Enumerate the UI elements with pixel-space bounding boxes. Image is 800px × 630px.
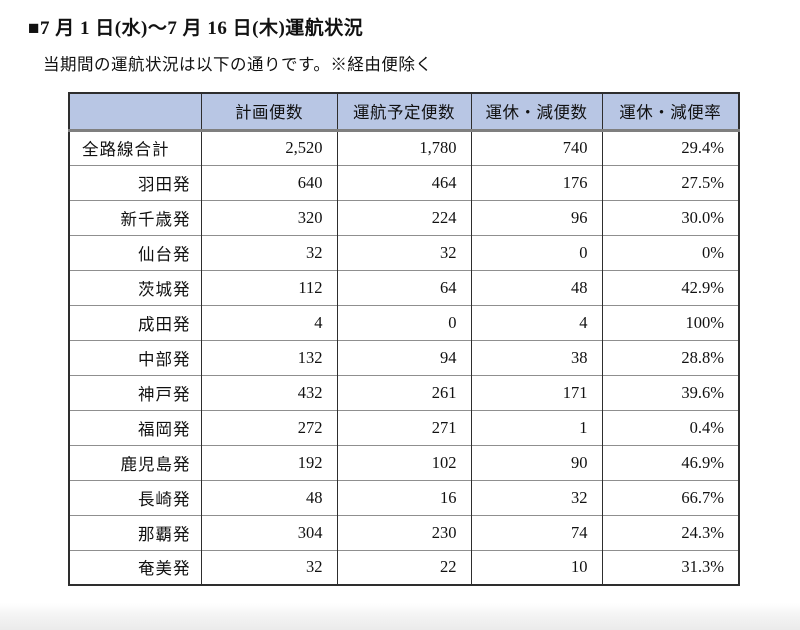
- cancel-rate-cell: 0.4%: [601, 409, 739, 445]
- planned-flights-cell: 48: [200, 479, 337, 515]
- cancel-rate-cell: 46.9%: [601, 444, 739, 480]
- table-row: 新千歳発 320 224 96 30.0%: [69, 199, 739, 235]
- header-cell-planned: 計画便数: [200, 93, 337, 132]
- table-row: 福岡発 272 271 1 0.4%: [69, 409, 739, 445]
- row-label: 中部発: [69, 339, 201, 375]
- table-row: 全路線合計 2,520 1,780 740 29.4%: [69, 130, 739, 165]
- cancelled-flights-cell: 32: [470, 479, 602, 515]
- planned-flights-cell: 320: [200, 199, 337, 235]
- planned-flights-cell: 112: [200, 269, 337, 305]
- cancel-rate-cell: 31.3%: [601, 549, 739, 585]
- cancelled-flights-cell: 176: [470, 164, 602, 200]
- cancel-rate-cell: 39.6%: [601, 374, 739, 410]
- scheduled-flights-cell: 271: [336, 409, 471, 445]
- table-header: 計画便数 運航予定便数 運休・減便数 運休・減便率: [69, 93, 739, 132]
- row-label: 長崎発: [69, 479, 201, 515]
- planned-flights-cell: 32: [200, 549, 337, 585]
- planned-flights-cell: 2,520: [200, 130, 337, 165]
- cancelled-flights-cell: 171: [470, 374, 602, 410]
- planned-flights-cell: 432: [200, 374, 337, 410]
- scheduled-flights-cell: 0: [336, 304, 471, 340]
- scheduled-flights-cell: 32: [336, 234, 471, 270]
- scheduled-flights-cell: 261: [336, 374, 471, 410]
- cancelled-flights-cell: 1: [470, 409, 602, 445]
- scheduled-flights-cell: 102: [336, 444, 471, 480]
- scheduled-flights-cell: 230: [336, 514, 471, 550]
- row-label: 羽田発: [69, 164, 201, 200]
- row-label: 福岡発: [69, 409, 201, 445]
- cancel-rate-cell: 66.7%: [601, 479, 739, 515]
- table-row: 茨城発 112 64 48 42.9%: [69, 269, 739, 305]
- row-label: 仙台発: [69, 234, 201, 270]
- cancelled-flights-cell: 48: [470, 269, 602, 305]
- cancelled-flights-cell: 38: [470, 339, 602, 375]
- section-title: ■7 月 1 日(水)～7 月 16 日(木)運航状況: [28, 18, 364, 39]
- planned-flights-cell: 132: [200, 339, 337, 375]
- header-cell-cancelled: 運休・減便数: [470, 93, 602, 132]
- cancel-rate-cell: 0%: [601, 234, 739, 270]
- scheduled-flights-cell: 1,780: [336, 130, 471, 165]
- row-label: 那覇発: [69, 514, 201, 550]
- row-label: 成田発: [69, 304, 201, 340]
- cancelled-flights-cell: 96: [470, 199, 602, 235]
- table-body: 全路線合計 2,520 1,780 740 29.4% 羽田発 640 464 176 27.5%…: [69, 130, 739, 585]
- cancelled-flights-cell: 4: [470, 304, 602, 340]
- cancelled-flights-cell: 10: [470, 549, 602, 585]
- scheduled-flights-cell: 224: [336, 199, 471, 235]
- flight-status-table: 計画便数 運航予定便数 運休・減便数 運休・減便率 全路線合計 2,520 1,78…: [68, 92, 740, 586]
- table-row: 那覇発 304 230 74 24.3%: [69, 514, 739, 550]
- cancel-rate-cell: 42.9%: [601, 269, 739, 305]
- row-label: 奄美発: [69, 549, 201, 585]
- row-label: 茨城発: [69, 269, 201, 305]
- scheduled-flights-cell: 64: [336, 269, 471, 305]
- table-row: 仙台発 32 32 0 0%: [69, 234, 739, 270]
- scheduled-flights-cell: 464: [336, 164, 471, 200]
- row-label: 神戸発: [69, 374, 201, 410]
- cancel-rate-cell: 28.8%: [601, 339, 739, 375]
- cancel-rate-cell: 24.3%: [601, 514, 739, 550]
- cancelled-flights-cell: 740: [470, 130, 602, 165]
- row-label: 新千歳発: [69, 199, 201, 235]
- planned-flights-cell: 304: [200, 514, 337, 550]
- cancel-rate-cell: 29.4%: [601, 130, 739, 165]
- header-row: 計画便数 運航予定便数 運休・減便数 運休・減便率: [69, 93, 739, 132]
- header-cell-blank: [69, 93, 201, 132]
- scheduled-flights-cell: 16: [336, 479, 471, 515]
- row-label: 鹿児島発: [69, 444, 201, 480]
- planned-flights-cell: 640: [200, 164, 337, 200]
- planned-flights-cell: 272: [200, 409, 337, 445]
- cancelled-flights-cell: 90: [470, 444, 602, 480]
- row-label: 全路線合計: [69, 130, 201, 165]
- planned-flights-cell: 32: [200, 234, 337, 270]
- table-row: 長崎発 48 16 32 66.7%: [69, 479, 739, 515]
- cancel-rate-cell: 27.5%: [601, 164, 739, 200]
- planned-flights-cell: 4: [200, 304, 337, 340]
- header-cell-scheduled: 運航予定便数: [336, 93, 471, 132]
- cancel-rate-cell: 30.0%: [601, 199, 739, 235]
- scheduled-flights-cell: 22: [336, 549, 471, 585]
- section-subtitle: 当期間の運航状況は以下の通りです。※経由便除く: [43, 55, 433, 74]
- cancel-rate-cell: 100%: [601, 304, 739, 340]
- cancelled-flights-cell: 74: [470, 514, 602, 550]
- header-cell-cancel-rate: 運休・減便率: [601, 93, 739, 132]
- table-row: 奄美発 32 22 10 31.3%: [69, 549, 739, 585]
- page-bottom-fade: [0, 603, 800, 630]
- table-row: 神戸発 432 261 171 39.6%: [69, 374, 739, 410]
- cancelled-flights-cell: 0: [470, 234, 602, 270]
- scheduled-flights-cell: 94: [336, 339, 471, 375]
- table-row: 羽田発 640 464 176 27.5%: [69, 164, 739, 200]
- planned-flights-cell: 192: [200, 444, 337, 480]
- table-row: 鹿児島発 192 102 90 46.9%: [69, 444, 739, 480]
- table-row: 成田発 4 0 4 100%: [69, 304, 739, 340]
- table-row: 中部発 132 94 38 28.8%: [69, 339, 739, 375]
